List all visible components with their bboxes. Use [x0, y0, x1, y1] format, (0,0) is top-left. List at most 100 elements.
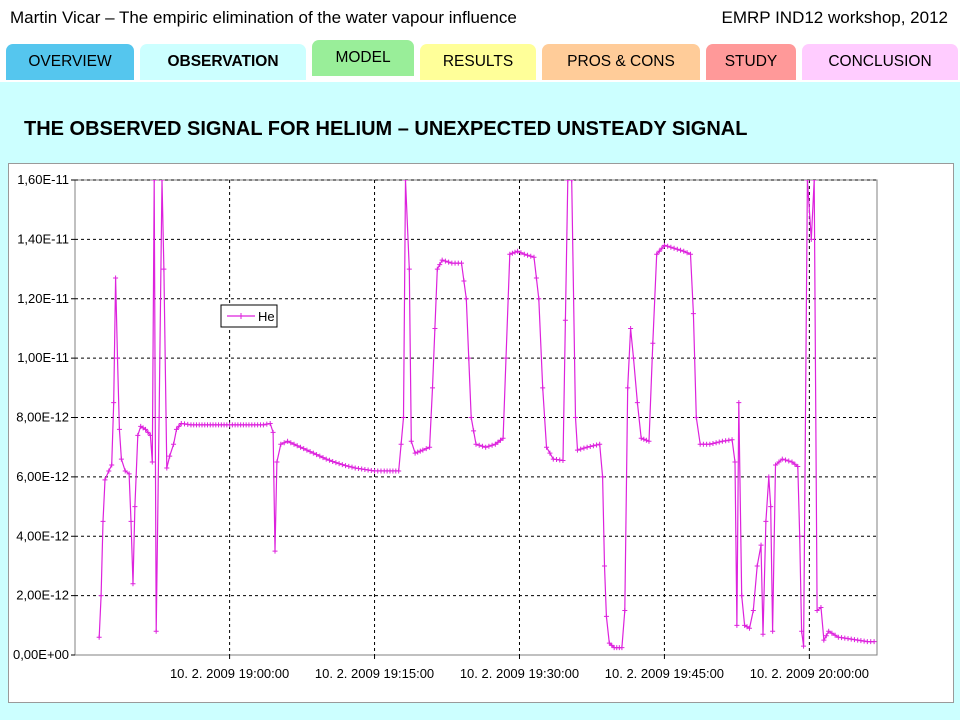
data-point	[473, 441, 479, 447]
tab-results[interactable]: RESULTS	[420, 44, 536, 80]
data-point	[339, 462, 345, 468]
data-point	[281, 440, 287, 446]
data-point	[147, 432, 153, 438]
data-point	[814, 607, 820, 613]
data-point	[792, 461, 798, 467]
data-point	[569, 180, 575, 183]
data-point	[153, 628, 159, 634]
data-point	[590, 443, 596, 449]
data-point	[533, 275, 539, 281]
data-point	[115, 355, 121, 361]
data-point	[603, 613, 609, 619]
tab-conclusion[interactable]: CONCLUSION	[802, 44, 958, 80]
data-point	[343, 463, 349, 469]
presentation-author-title: Martin Vicar – The empiric elimination o…	[10, 8, 517, 27]
data-point	[641, 436, 647, 442]
data-point	[786, 458, 792, 464]
data-point	[476, 442, 482, 448]
data-point	[562, 317, 568, 323]
data-point	[656, 248, 662, 254]
data-point	[132, 504, 138, 510]
data-point	[176, 423, 182, 429]
data-point	[829, 630, 835, 636]
tab-label: OBSERVATION	[167, 53, 279, 70]
x-tick-label: 10. 2. 2009 20:00:00	[750, 666, 869, 681]
data-point	[531, 254, 537, 260]
data-point	[98, 593, 104, 599]
data-point	[106, 468, 112, 474]
data-point	[681, 248, 687, 254]
data-point	[688, 251, 694, 257]
data-point	[832, 632, 838, 638]
data-point	[518, 250, 524, 256]
data-point	[826, 628, 832, 634]
data-point	[492, 441, 498, 447]
y-tick-label: 0,00E+00	[13, 647, 69, 662]
data-point	[483, 444, 489, 450]
data-point	[668, 244, 674, 250]
data-point	[264, 421, 270, 427]
data-point	[671, 245, 677, 251]
data-point	[512, 249, 518, 255]
tab-label: CONCLUSION	[828, 53, 932, 70]
x-tick-label: 10. 2. 2009 19:45:00	[605, 666, 724, 681]
data-point	[145, 429, 151, 435]
tab-label: RESULTS	[442, 53, 514, 70]
data-point	[301, 446, 307, 452]
data-point	[486, 443, 492, 449]
data-point	[406, 266, 412, 272]
data-point	[434, 266, 440, 272]
data-point	[684, 250, 690, 256]
data-point	[310, 450, 316, 456]
tab-pros-cons[interactable]: PROS & CONS	[542, 44, 700, 80]
data-point	[427, 444, 433, 450]
tab-observation[interactable]: OBSERVATION	[140, 44, 306, 80]
data-point	[336, 461, 342, 467]
tab-study[interactable]: STUDY	[706, 44, 796, 80]
data-point	[600, 474, 606, 480]
x-tick-label: 10. 2. 2009 19:30:00	[460, 666, 579, 681]
data-point	[130, 581, 136, 587]
data-point	[795, 463, 801, 469]
data-point	[326, 457, 332, 463]
data-point	[823, 633, 829, 639]
data-point	[736, 400, 742, 406]
y-tick-label: 1,20E-11	[17, 291, 69, 306]
tab-overview[interactable]: OVERVIEW	[6, 44, 134, 80]
data-point	[507, 251, 513, 257]
data-point	[285, 438, 291, 444]
data-point	[710, 440, 716, 446]
data-point	[349, 464, 355, 470]
data-point	[297, 444, 303, 450]
data-point	[463, 296, 469, 302]
data-point	[634, 400, 640, 406]
data-point	[346, 463, 352, 469]
data-point	[573, 415, 579, 420]
data-point	[260, 422, 266, 428]
data-point	[650, 340, 656, 346]
data-point	[113, 275, 119, 281]
data-point	[122, 468, 128, 474]
data-point	[536, 296, 542, 302]
data-point	[96, 634, 102, 640]
y-tick-label: 6,00E-12	[16, 469, 69, 484]
data-point	[773, 462, 779, 468]
data-point	[734, 622, 740, 628]
data-point	[173, 426, 179, 432]
data-point	[396, 468, 402, 474]
data-point	[270, 429, 276, 435]
data-point	[333, 460, 339, 466]
data-point	[459, 260, 465, 266]
data-point	[871, 639, 877, 645]
data-point	[314, 452, 320, 458]
tab-model[interactable]: MODEL	[312, 40, 414, 76]
y-tick-label: 1,40E-11	[17, 231, 69, 246]
data-point	[661, 242, 667, 248]
tab-label: PROS & CONS	[567, 53, 675, 70]
legend-label-he: He	[258, 309, 275, 324]
data-point	[678, 247, 684, 253]
y-tick-label: 8,00E-12	[16, 410, 69, 425]
data-point	[732, 459, 738, 465]
data-point	[754, 563, 760, 569]
data-point	[439, 257, 445, 263]
